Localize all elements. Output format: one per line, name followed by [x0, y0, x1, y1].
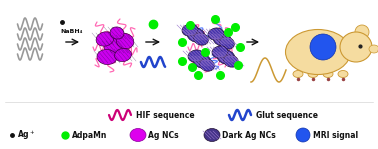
- Ellipse shape: [293, 70, 303, 77]
- Ellipse shape: [220, 37, 234, 49]
- Text: Ag NCs: Ag NCs: [148, 131, 179, 139]
- Ellipse shape: [194, 33, 208, 45]
- Ellipse shape: [213, 32, 231, 46]
- Ellipse shape: [338, 70, 348, 77]
- Ellipse shape: [224, 55, 239, 67]
- Ellipse shape: [193, 54, 211, 68]
- Ellipse shape: [104, 38, 126, 56]
- Ellipse shape: [115, 48, 132, 62]
- Ellipse shape: [212, 46, 228, 58]
- Ellipse shape: [188, 50, 204, 62]
- Ellipse shape: [308, 70, 318, 77]
- Text: Ag$^+$: Ag$^+$: [17, 128, 36, 142]
- Text: Glut sequence: Glut sequence: [256, 111, 318, 119]
- Text: MRI signal: MRI signal: [313, 131, 358, 139]
- Text: Dark Ag NCs: Dark Ag NCs: [222, 131, 276, 139]
- Ellipse shape: [204, 128, 220, 142]
- Ellipse shape: [285, 30, 350, 74]
- Ellipse shape: [116, 33, 134, 49]
- Ellipse shape: [217, 50, 235, 64]
- Ellipse shape: [369, 45, 378, 53]
- Circle shape: [296, 128, 310, 142]
- Ellipse shape: [96, 32, 114, 46]
- Circle shape: [310, 34, 336, 60]
- Ellipse shape: [323, 70, 333, 77]
- Ellipse shape: [340, 32, 372, 62]
- Text: AdpaMn: AdpaMn: [72, 131, 107, 139]
- Ellipse shape: [187, 28, 205, 42]
- Ellipse shape: [208, 28, 224, 40]
- Ellipse shape: [182, 24, 198, 36]
- Ellipse shape: [130, 128, 146, 142]
- Ellipse shape: [110, 27, 124, 39]
- Ellipse shape: [97, 49, 117, 65]
- Text: NaBH₄: NaBH₄: [61, 29, 83, 34]
- Ellipse shape: [200, 59, 214, 71]
- Ellipse shape: [355, 25, 369, 39]
- Text: HIF sequence: HIF sequence: [136, 111, 195, 119]
